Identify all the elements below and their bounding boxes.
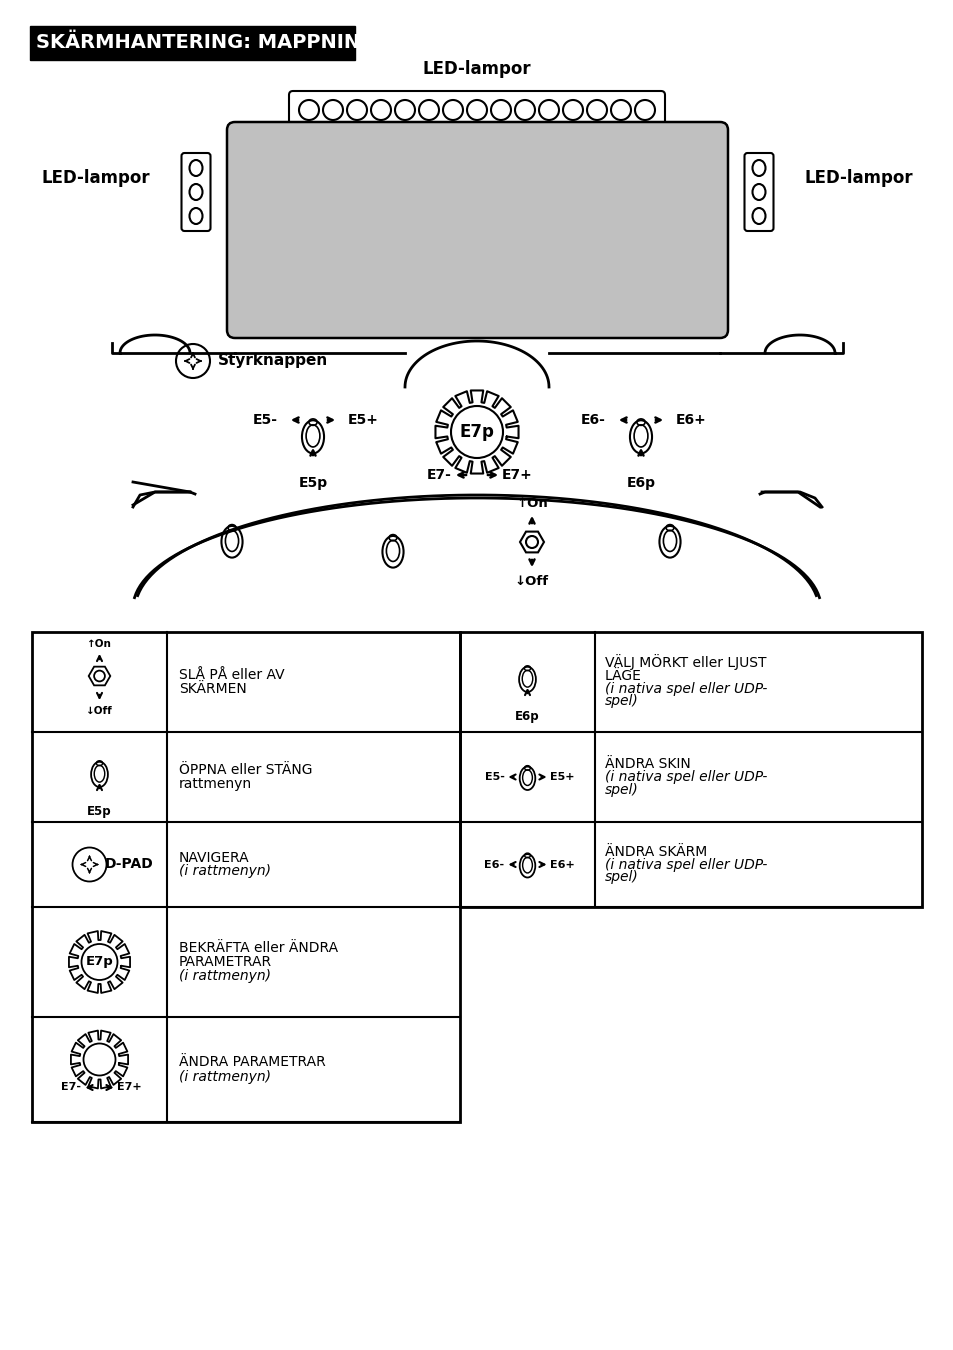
Text: ↑On: ↑On xyxy=(516,497,547,510)
Text: (i rattmenyn): (i rattmenyn) xyxy=(179,864,271,879)
Text: E7-: E7- xyxy=(61,1083,81,1092)
Text: E5+: E5+ xyxy=(348,413,378,427)
Text: (i rattmenyn): (i rattmenyn) xyxy=(179,1069,271,1084)
Text: (i nativa spel eller UDP-: (i nativa spel eller UDP- xyxy=(604,857,766,872)
Text: spel): spel) xyxy=(604,871,639,884)
Text: ↓Off: ↓Off xyxy=(86,706,112,716)
Text: SKÄRMHANTERING: MAPPNING: SKÄRMHANTERING: MAPPNING xyxy=(36,34,375,53)
Text: NAVIGERA: NAVIGERA xyxy=(179,850,250,864)
Text: E5p: E5p xyxy=(298,477,327,490)
Text: LED-lampor: LED-lampor xyxy=(41,169,150,188)
Bar xyxy=(32,632,459,1122)
Text: E6-: E6- xyxy=(484,860,504,869)
Text: LÄGE: LÄGE xyxy=(604,668,641,683)
Text: E5p: E5p xyxy=(87,805,112,818)
Text: E6+: E6+ xyxy=(676,413,706,427)
Text: E5-: E5- xyxy=(484,772,504,782)
Text: (i nativa spel eller UDP-: (i nativa spel eller UDP- xyxy=(604,682,766,695)
Text: (i rattmenyn): (i rattmenyn) xyxy=(179,969,271,983)
Text: ↓Off: ↓Off xyxy=(515,575,549,589)
Text: E7+: E7+ xyxy=(501,468,532,482)
Text: ÄNDRA SKÄRM: ÄNDRA SKÄRM xyxy=(604,845,706,859)
FancyBboxPatch shape xyxy=(227,122,727,338)
Text: spel): spel) xyxy=(604,783,639,796)
Text: D-PAD: D-PAD xyxy=(105,857,153,872)
Text: ÄNDRA SKIN: ÄNDRA SKIN xyxy=(604,757,690,771)
Text: SKÄRMEN: SKÄRMEN xyxy=(179,682,247,697)
Text: ÖPPNA eller STÄNG: ÖPPNA eller STÄNG xyxy=(179,763,313,778)
Text: (i nativa spel eller UDP-: (i nativa spel eller UDP- xyxy=(604,769,766,784)
Text: E7+: E7+ xyxy=(117,1083,142,1092)
Text: E7-: E7- xyxy=(427,468,452,482)
Text: VÄLJ MÖRKT eller LJUST: VÄLJ MÖRKT eller LJUST xyxy=(604,655,765,671)
Text: ÄNDRA PARAMETRAR: ÄNDRA PARAMETRAR xyxy=(179,1056,325,1069)
Text: E6+: E6+ xyxy=(550,860,575,869)
Text: Styrknappen: Styrknappen xyxy=(218,354,328,369)
Text: E6p: E6p xyxy=(626,477,655,490)
Text: E7p: E7p xyxy=(86,956,113,968)
Text: ↑On: ↑On xyxy=(87,639,112,649)
Text: SLÅ PÅ eller AV: SLÅ PÅ eller AV xyxy=(179,668,284,682)
Text: rattmenyn: rattmenyn xyxy=(179,778,252,791)
Text: E5-: E5- xyxy=(253,413,277,427)
Text: spel): spel) xyxy=(604,694,639,709)
Text: E6p: E6p xyxy=(515,710,539,724)
Text: E6-: E6- xyxy=(580,413,605,427)
Text: LED-lampor: LED-lampor xyxy=(804,169,913,188)
Text: BEKRÄFTA eller ÄNDRA: BEKRÄFTA eller ÄNDRA xyxy=(179,941,337,954)
Text: E7p: E7p xyxy=(459,423,494,441)
Text: E5+: E5+ xyxy=(550,772,575,782)
Text: LED-lampor: LED-lampor xyxy=(422,59,531,78)
Bar xyxy=(30,26,355,59)
Bar xyxy=(459,632,921,907)
Text: PARAMETRAR: PARAMETRAR xyxy=(179,954,272,969)
